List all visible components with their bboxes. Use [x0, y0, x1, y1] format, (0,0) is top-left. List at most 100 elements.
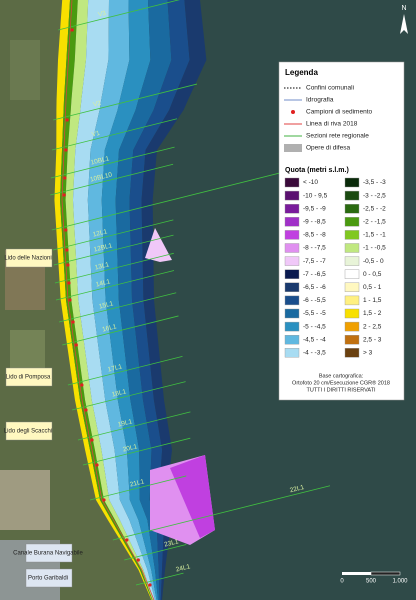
- legend-class: -2,5 - -2: [363, 205, 386, 212]
- legend-class: -1 - -0,5: [363, 245, 386, 252]
- sample-point: [62, 193, 66, 197]
- legend-swatch: [344, 282, 360, 292]
- legend-class: -4,5 - -4: [303, 336, 326, 343]
- land-area: [0, 0, 152, 600]
- section-label: 18L1: [111, 388, 127, 398]
- legend-swatch: [284, 348, 300, 358]
- sample-point: [102, 498, 106, 502]
- sample-point: [68, 298, 72, 302]
- legend-class: -9 - -8,5: [303, 219, 326, 226]
- scale-bar: 0 500 1.000: [340, 571, 408, 585]
- legend-swatch: [344, 348, 360, 358]
- legend-box: [278, 61, 405, 401]
- depth-band: [54, 0, 152, 600]
- legend-item: Sezioni rete regionale: [306, 133, 369, 140]
- legend-class: -6 - -5,5: [303, 297, 326, 304]
- sample-point: [148, 583, 152, 587]
- depth-band: [87, 0, 157, 600]
- section-line: [135, 572, 184, 586]
- legend-note: Ortofoto 20 cm/Esecuzione CGR® 2018: [292, 379, 390, 386]
- legend-class: -2 - -1,5: [363, 219, 386, 226]
- section-label: V3: [97, 10, 107, 19]
- depth-band: [129, 0, 190, 600]
- depth-band: [101, 0, 158, 600]
- place-box: [5, 421, 53, 441]
- deep-area: [145, 228, 172, 262]
- place-box: [5, 367, 53, 387]
- legend-swatch: [344, 335, 360, 345]
- legend-class: -9,5 - -9: [303, 205, 326, 212]
- depth-band: [115, 0, 172, 600]
- bathymetry: [54, 0, 207, 600]
- legend-class: -8 - -7,5: [303, 245, 326, 252]
- legend-class: -7 - -6,5: [303, 271, 326, 278]
- legend-swatch: [284, 203, 300, 214]
- legend-swatch: [344, 243, 360, 253]
- legend-swatch: [284, 256, 300, 266]
- legend-class: -3,5 - -3: [363, 179, 386, 186]
- place-label: Porto Garibaldi: [28, 576, 68, 582]
- section-line: [58, 0, 180, 31]
- section-line: [77, 411, 191, 441]
- sample-point: [64, 228, 68, 232]
- section-line: [67, 355, 183, 386]
- places: Lido delle Nazioni Lido di Pomposa Lido de…: [4, 248, 84, 588]
- section-line: [71, 381, 186, 411]
- section-line: [82, 437, 191, 466]
- place-label: Lido degli Scacchi: [4, 429, 52, 435]
- north-label: N: [401, 5, 406, 12]
- scale-label: 0: [340, 579, 344, 585]
- depth-band: [72, 0, 155, 600]
- section-label: 21L1: [129, 478, 145, 488]
- legend-item: Confini comunali: [306, 85, 354, 92]
- place-box: [5, 248, 53, 268]
- legend-class: 1 - 1,5: [363, 297, 382, 304]
- shoreline: [61, 0, 155, 600]
- section-line: [54, 252, 174, 284]
- section-label: V1: [91, 130, 101, 139]
- sample-point: [71, 320, 75, 324]
- place-box: [25, 568, 73, 588]
- section-line: [50, 146, 175, 179]
- legend-item: Linea di riva 2018: [306, 121, 358, 128]
- legend-class: -5,5 - -5: [303, 310, 326, 317]
- legend-class: 0,5 - 1: [363, 284, 382, 291]
- section-line: [51, 118, 178, 151]
- section-line: [112, 485, 331, 541]
- legend-item: Campioni di sedimento: [306, 109, 373, 116]
- section-line: [58, 292, 177, 323]
- legend-title: Legenda: [285, 68, 318, 77]
- legend-item: Idrografia: [306, 97, 334, 104]
- sample-point: [136, 558, 140, 562]
- sample-point: [65, 248, 69, 252]
- legend-class: 2,5 - 3: [363, 336, 382, 343]
- section-label: 20L1: [122, 443, 138, 453]
- legend-swatch: [344, 308, 360, 319]
- land-patch: [0, 470, 50, 530]
- legend-class: > 3: [363, 350, 373, 357]
- place-label: Canale Burana Navigabile: [13, 551, 83, 557]
- section-line: [62, 315, 179, 346]
- place-box: [25, 543, 73, 563]
- legend-item: Opere di difesa: [306, 145, 350, 152]
- land-patch: [10, 40, 40, 100]
- section-line: [55, 270, 175, 301]
- legend-swatch: [344, 321, 360, 332]
- legend-note: TUTTI I DIRITTI RISERVATI: [306, 387, 376, 393]
- legend-swatch: [284, 177, 300, 188]
- section-label: 12L1: [92, 228, 108, 238]
- legend-swatch: [344, 190, 360, 201]
- legend-class: -7,5 - -7: [303, 258, 326, 265]
- legend-swatch: [284, 190, 300, 201]
- section-label: 14L1: [95, 278, 111, 288]
- legend-swatch: [284, 230, 300, 240]
- legend-class: -3 - -2,5: [363, 192, 386, 199]
- sample-point: [80, 383, 84, 387]
- sample-point: [74, 343, 78, 347]
- section-line: [52, 219, 174, 251]
- legend-swatch: [344, 177, 360, 188]
- section-label: 12BL1: [93, 242, 113, 253]
- section-line: [50, 163, 174, 196]
- legend-swatch: [344, 269, 360, 279]
